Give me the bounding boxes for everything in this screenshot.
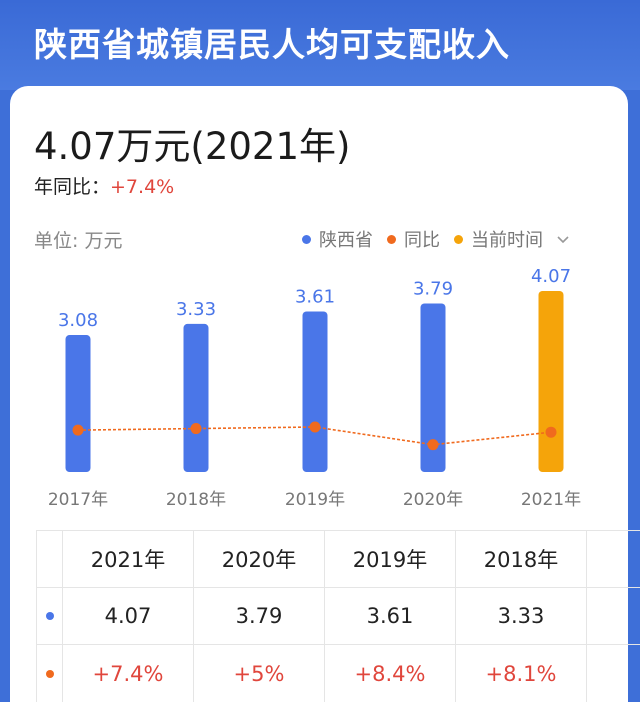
bar-2020年[interactable] [420, 303, 446, 472]
legend-dot-icon [454, 234, 463, 244]
bar-2019年[interactable] [302, 311, 328, 472]
legend-dot-icon [387, 234, 396, 244]
table-header-cell: 2 [587, 531, 640, 587]
bar-line-chart: 3.08 2017年 3.33 2018年 3.61 2019年 3.79 2020年 4.07… [48, 266, 581, 510]
summary-value: 4.07万元(2021年) [34, 125, 351, 168]
header-banner: 陕西省城镇居民人均可支配收入 [0, 0, 640, 90]
legend[interactable]: 陕西省 同比 当前时间 [302, 226, 571, 252]
table-row: +7.4% +5% +8.4% +8.1% + [37, 645, 640, 702]
chevron-down-icon[interactable] [555, 231, 571, 247]
data-table: 2021年 2020年 2019年 2018年 2 4.07 3.79 3.61… [36, 530, 640, 702]
series-dot-icon [45, 670, 54, 678]
bar-value-label: 4.07 [531, 266, 571, 287]
table-marker-cell [37, 645, 63, 702]
yoy-point-2021年[interactable] [545, 426, 557, 438]
x-tick-label: 2017年 [48, 490, 108, 510]
yoy-value: +7.4% [110, 176, 175, 198]
table-header-cell: 2020年 [194, 531, 325, 587]
table-cell: 3.61 [325, 588, 456, 644]
table-cell: +7.4% [63, 645, 194, 702]
legend-item-current[interactable]: 当前时间 [454, 226, 543, 252]
unit-label: 单位: 万元 [34, 230, 123, 252]
table-cell: +5% [194, 645, 325, 702]
table-corner-cell [37, 531, 63, 587]
table-header-cell: 2018年 [456, 531, 587, 587]
yoy-point-2019年[interactable] [309, 421, 321, 433]
table-header-cell: 2021年 [63, 531, 194, 587]
bar-value-label: 3.79 [413, 278, 453, 299]
series-dot-icon [45, 612, 54, 620]
table-cell: +8.1% [456, 645, 587, 702]
bar-value-label: 3.61 [295, 286, 335, 307]
bar-2018年[interactable] [183, 323, 209, 472]
yoy-label: 年同比： [34, 176, 111, 198]
table-cell: +8.4% [325, 645, 456, 702]
legend-item-yoy[interactable]: 同比 [387, 226, 440, 252]
table-cell: 3.33 [456, 588, 587, 644]
table-cell: 4.07 [63, 588, 194, 644]
bar-value-label: 3.33 [176, 299, 216, 320]
table-header-row: 2021年 2020年 2019年 2018年 2 [37, 531, 640, 588]
x-tick-label: 2021年 [521, 490, 581, 510]
yoy-point-2018年[interactable] [190, 423, 202, 435]
table-marker-cell [37, 588, 63, 644]
table-row: 4.07 3.79 3.61 3.33 [37, 588, 640, 645]
bar-2017年[interactable] [65, 335, 91, 472]
yoy-point-2020年[interactable] [427, 439, 439, 451]
bar-2021年[interactable] [538, 291, 564, 472]
table-header-cell: 2019年 [325, 531, 456, 587]
x-tick-label: 2020年 [403, 490, 463, 510]
x-tick-label: 2019年 [285, 490, 345, 510]
x-tick-label: 2018年 [166, 490, 226, 510]
table-cell [587, 588, 640, 644]
legend-label: 同比 [404, 230, 440, 251]
legend-label: 当前时间 [471, 230, 543, 251]
yoy-point-2017年[interactable] [72, 424, 84, 436]
table-cell: 3.79 [194, 588, 325, 644]
bar-value-label: 3.08 [58, 310, 98, 331]
legend-item-province[interactable]: 陕西省 [302, 226, 373, 252]
legend-label: 陕西省 [319, 230, 373, 251]
table-cell: + [587, 645, 640, 702]
legend-dot-icon [302, 234, 311, 244]
yoy-summary: 年同比：+7.4% [34, 172, 174, 199]
page-title: 陕西省城镇居民人均可支配收入 [34, 25, 510, 64]
